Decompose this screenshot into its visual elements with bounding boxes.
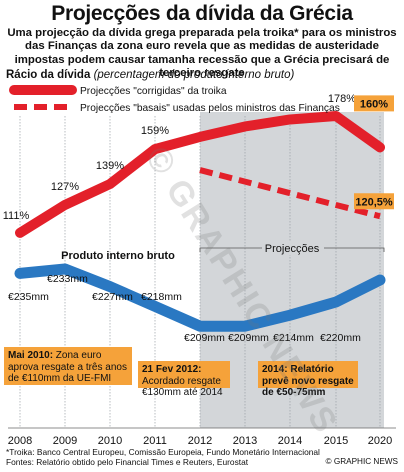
gdp-value-label: €227mm bbox=[92, 291, 133, 303]
baseline-2020-label-box bbox=[354, 193, 394, 210]
chart-title: Projecções da dívida da Grécia bbox=[51, 2, 353, 25]
series-layer bbox=[14, 111, 386, 332]
gdp-value-label: €235mm bbox=[8, 291, 49, 303]
x-tick-label: 2014 bbox=[278, 435, 302, 447]
legend-label-troika: Projecções "corrigidas" da troika bbox=[80, 86, 227, 97]
legend: Projecções "corrigidas" da troika Projecç… bbox=[9, 85, 340, 114]
troika-2020-label-box bbox=[354, 95, 394, 112]
gdp-value-label: €220mm bbox=[320, 332, 361, 344]
baseline-projection-line bbox=[199, 167, 381, 220]
chart-subtitle: Uma projecção da dívida grega preparada … bbox=[7, 27, 397, 80]
x-tick-label: 2009 bbox=[53, 435, 77, 447]
annotation-2014: 2014: Relatório prevê novo resgate de €5… bbox=[258, 361, 358, 398]
troika-value-label: 139% bbox=[96, 160, 124, 172]
labels-layer: Projecções 111% 127% 139% 159% 178% 160% 120,5%… bbox=[3, 93, 394, 344]
footnote-troika: *Troika: Banco Central Europeu, Comissão… bbox=[6, 447, 320, 457]
year-gridlines bbox=[19, 116, 385, 428]
troika-value-label: 127% bbox=[51, 181, 79, 193]
projections-label: Projecções bbox=[265, 243, 320, 255]
footnote: *Troika: Banco Central Europeu, Comissão… bbox=[6, 447, 326, 467]
annotation-may-2010-text: Zona euro aprova resgate a três anos de … bbox=[8, 350, 127, 384]
y-axis-label-italic: (percentagem do produto interno bruto) bbox=[93, 69, 295, 81]
annotation-feb-2012-date: 21 Fev 2012: bbox=[142, 364, 202, 375]
x-tick-label: 2013 bbox=[233, 435, 257, 447]
x-tick-label: 2011 bbox=[143, 435, 167, 447]
gdp-value-label: €214mm bbox=[273, 332, 314, 344]
troika-value-label: 159% bbox=[141, 125, 169, 137]
gdp-value-label: €209mm bbox=[228, 332, 269, 344]
annotation-may-2010: Mai 2010: Zona euro aprova resgate a trê… bbox=[4, 347, 132, 385]
x-tick-label: 2015 bbox=[324, 435, 348, 447]
x-tick-label: 2008 bbox=[8, 435, 32, 447]
projections-label-bg bbox=[262, 242, 324, 255]
troika-value-label: 178% bbox=[328, 93, 356, 105]
credit: © GRAPHIC NEWS bbox=[325, 457, 398, 466]
troika-projection-line bbox=[15, 111, 385, 238]
annotation-feb-2012: 21 Fev 2012: Acordado resgate €130mm até… bbox=[138, 361, 230, 398]
y-axis-label-bold: Rácio da dívida bbox=[6, 69, 91, 81]
footnote-sources: Fontes: Relatório obtido pelo Financial … bbox=[6, 457, 249, 467]
x-axis: 2008 2009 2010 2011 2012 2013 2014 2015 2020 bbox=[8, 427, 396, 447]
x-tick-label: 2020 bbox=[368, 435, 392, 447]
x-tick-label: 2010 bbox=[98, 435, 122, 447]
annotation-may-2010-date: Mai 2010: bbox=[8, 350, 54, 361]
baseline-2020-value-label: 120,5% bbox=[355, 196, 393, 208]
gdp-line bbox=[14, 263, 386, 332]
gdp-value-label: €209mm bbox=[184, 332, 225, 344]
gdp-value-label: €218mm bbox=[141, 291, 182, 303]
x-tick-label: 2012 bbox=[188, 435, 212, 447]
troika-value-label: 111% bbox=[3, 210, 30, 222]
legend-label-baseline: Projecções "basais" usadas pelos ministr… bbox=[80, 103, 340, 114]
gdp-series-label: Produto interno bruto bbox=[61, 250, 175, 262]
troika-2020-value-label: 160% bbox=[360, 98, 388, 110]
annotation-feb-2012-text: Acordado resgate €130mm até 2014 bbox=[142, 375, 223, 399]
annotation-2014-text: 2014: Relatório prevê novo resgate de €5… bbox=[262, 364, 354, 398]
y-axis-label: Rácio da dívida (percentagem do produto … bbox=[6, 69, 294, 81]
gdp-value-label: €233mm bbox=[47, 273, 88, 285]
